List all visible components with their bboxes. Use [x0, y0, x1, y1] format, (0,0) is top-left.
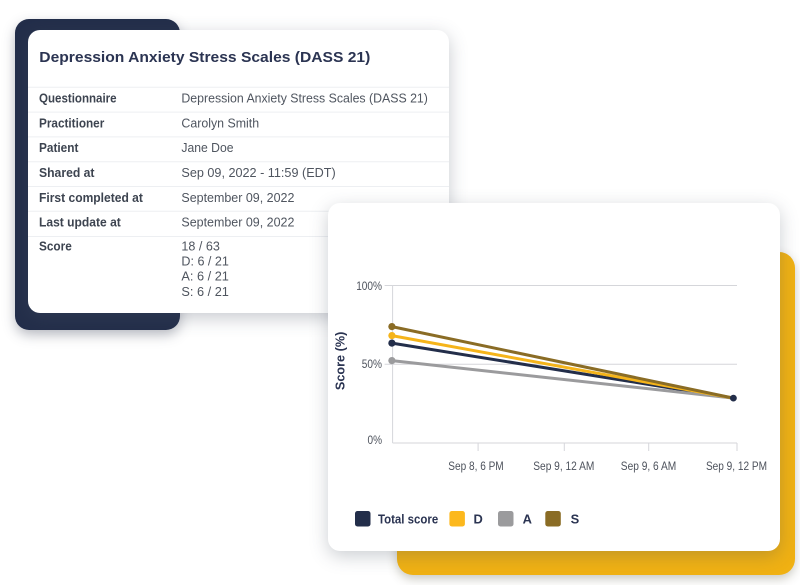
svg-text:D: 6 / 21: D: 6 / 21: [181, 255, 229, 269]
svg-text:Shared at: Shared at: [39, 166, 95, 180]
svg-text:Score (%): Score (%): [333, 332, 348, 390]
svg-text:A: 6 / 21: A: 6 / 21: [181, 270, 229, 284]
svg-text:September 09, 2022: September 09, 2022: [181, 216, 294, 230]
svg-text:First completed at: First completed at: [39, 191, 144, 205]
svg-text:Sep 9, 12 PM: Sep 9, 12 PM: [706, 459, 767, 473]
svg-text:Total score: Total score: [378, 511, 438, 526]
svg-text:Last update at: Last update at: [39, 216, 122, 230]
svg-text:50%: 50%: [362, 357, 382, 371]
svg-text:0%: 0%: [368, 433, 383, 447]
svg-text:September 09, 2022: September 09, 2022: [181, 191, 294, 205]
svg-text:Patient: Patient: [39, 141, 79, 155]
svg-text:18 / 63: 18 / 63: [181, 240, 220, 254]
svg-text:Depression Anxiety Stress Scal: Depression Anxiety Stress Scales (DASS 2…: [39, 50, 370, 66]
svg-text:Depression Anxiety Stress Scal: Depression Anxiety Stress Scales (DASS 2…: [181, 92, 428, 106]
svg-text:Score: Score: [39, 240, 72, 254]
svg-text:Sep 9, 12 AM: Sep 9, 12 AM: [533, 459, 594, 473]
svg-text:Sep 8, 6 PM: Sep 8, 6 PM: [448, 459, 503, 473]
svg-text:A: A: [523, 511, 532, 526]
svg-text:D: D: [474, 511, 483, 526]
svg-text:Questionnaire: Questionnaire: [39, 92, 117, 106]
svg-text:Practitioner: Practitioner: [39, 116, 104, 130]
svg-text:Jane Doe: Jane Doe: [181, 141, 233, 155]
svg-text:S: S: [571, 511, 580, 526]
svg-text:100%: 100%: [356, 279, 382, 293]
svg-text:Sep 09, 2022 - 11:59 (EDT): Sep 09, 2022 - 11:59 (EDT): [181, 166, 335, 180]
svg-text:Carolyn Smith: Carolyn Smith: [181, 116, 259, 130]
svg-text:S: 6 / 21: S: 6 / 21: [181, 285, 229, 299]
svg-text:Sep 9, 6 AM: Sep 9, 6 AM: [621, 459, 676, 473]
